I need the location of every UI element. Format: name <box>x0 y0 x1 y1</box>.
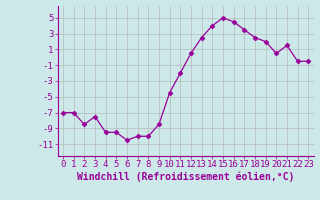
X-axis label: Windchill (Refroidissement éolien,°C): Windchill (Refroidissement éolien,°C) <box>77 172 294 182</box>
